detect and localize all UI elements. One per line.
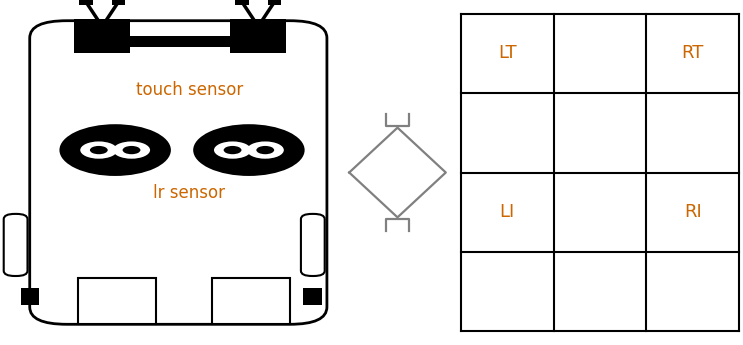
Bar [267, 0, 281, 5]
Circle shape [214, 141, 251, 159]
Circle shape [193, 124, 305, 176]
Bar [82, 36, 275, 47]
Circle shape [90, 146, 108, 154]
Bar [230, 19, 286, 53]
Bar [235, 0, 248, 5]
Circle shape [113, 141, 150, 159]
Text: touch sensor: touch sensor [136, 81, 243, 99]
Circle shape [256, 146, 274, 154]
FancyBboxPatch shape [301, 214, 325, 276]
Bar [303, 288, 322, 305]
Circle shape [80, 141, 117, 159]
Circle shape [59, 124, 171, 176]
Circle shape [224, 146, 241, 154]
Text: lr sensor: lr sensor [154, 184, 225, 202]
Bar [80, 0, 93, 5]
Bar [21, 288, 39, 305]
Text: RT: RT [681, 45, 704, 62]
FancyBboxPatch shape [4, 214, 27, 276]
FancyBboxPatch shape [30, 21, 327, 324]
Text: LI: LI [499, 203, 515, 221]
Text: RI: RI [684, 203, 701, 221]
Text: LT: LT [498, 45, 516, 62]
Circle shape [247, 141, 284, 159]
Bar [111, 0, 125, 5]
Bar [212, 278, 290, 324]
Bar [74, 19, 130, 53]
Bar [78, 278, 156, 324]
Circle shape [123, 146, 140, 154]
